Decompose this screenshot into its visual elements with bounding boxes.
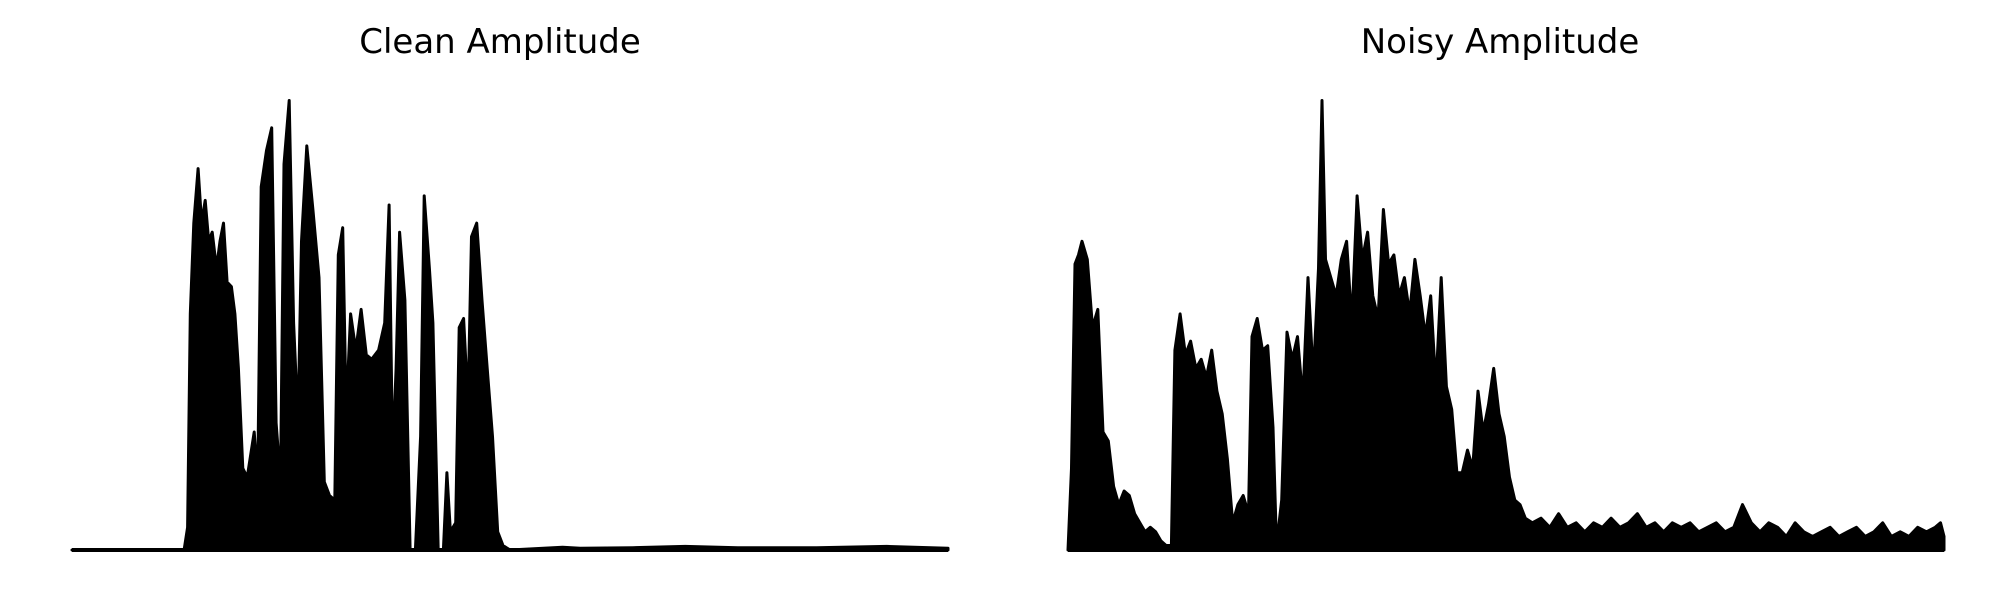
chart-title: Noisy Amplitude <box>1360 22 1640 62</box>
clean-amplitude-plot <box>70 99 950 552</box>
chart-title: Clean Amplitude <box>359 22 641 62</box>
noisy-amplitude-plot <box>1066 99 1946 552</box>
noisy-amplitude-chart: Noisy Amplitude <box>1000 0 2000 600</box>
amplitude-series-area <box>1066 99 1946 552</box>
amplitude-series-area <box>70 99 950 552</box>
clean-amplitude-chart: Clean Amplitude <box>70 22 950 552</box>
